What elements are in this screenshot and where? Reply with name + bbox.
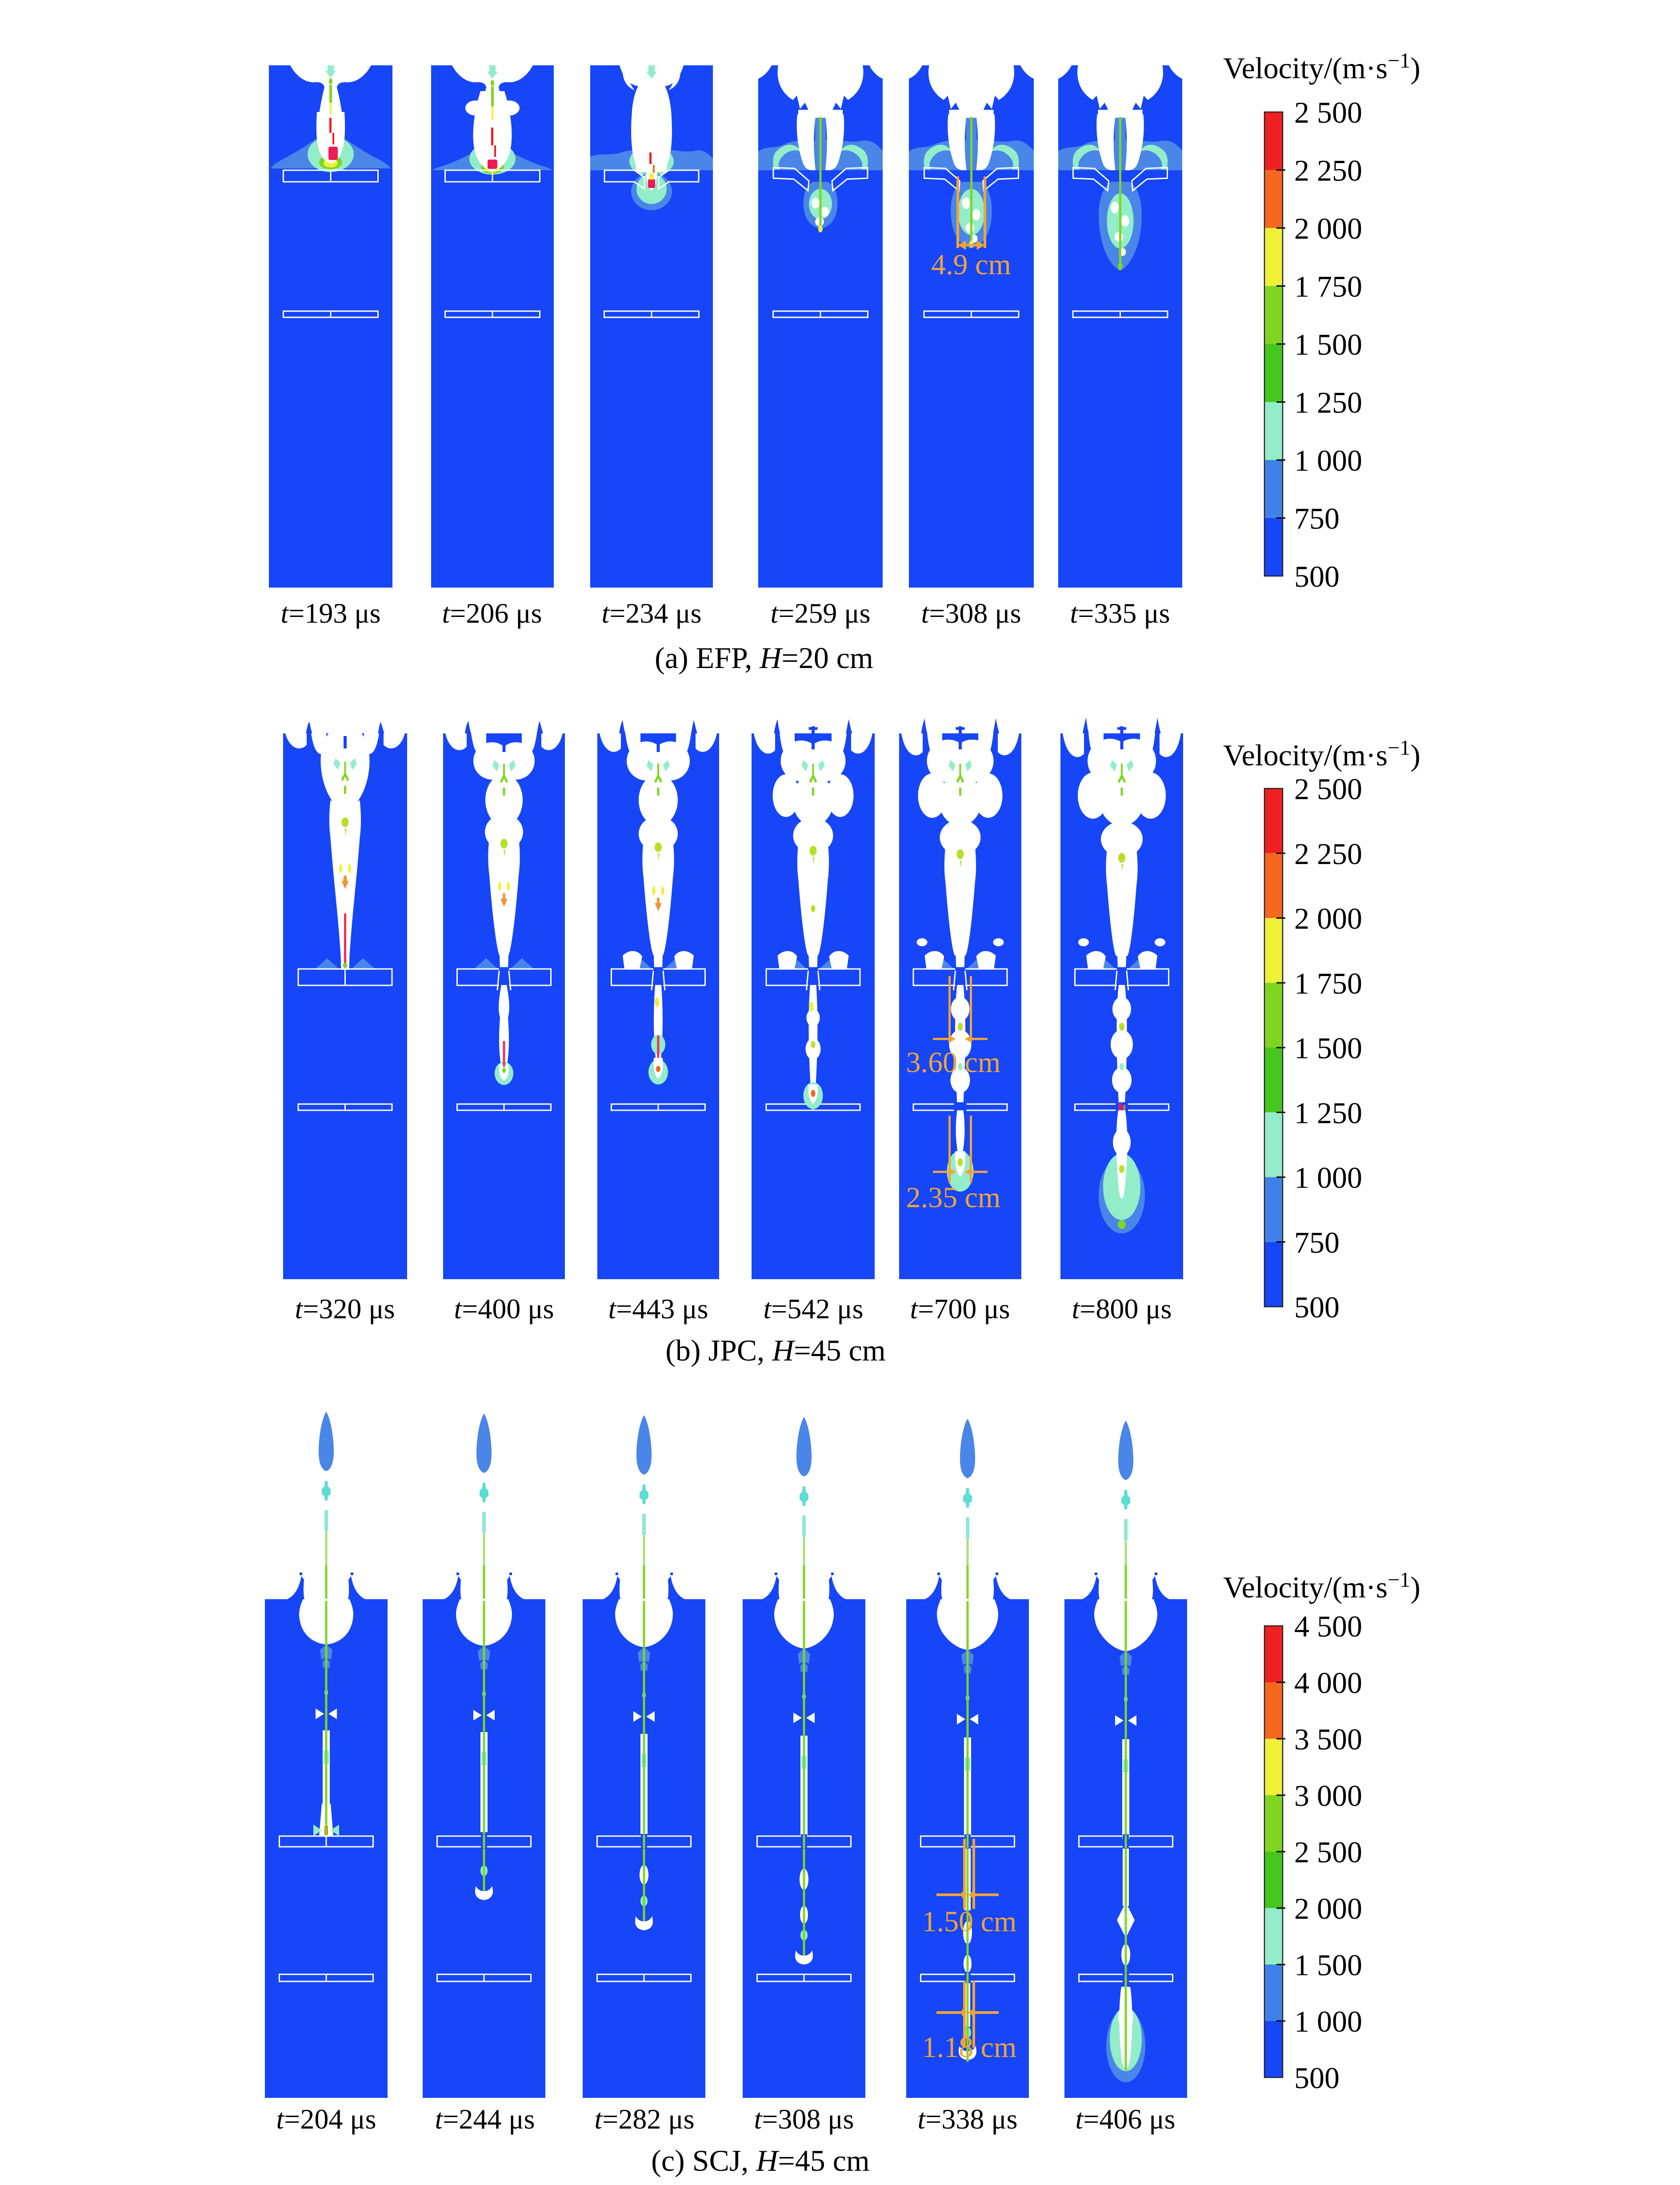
svg-text:t=335 μs: t=335 μs	[1070, 597, 1170, 629]
svg-text:t=542 μs: t=542 μs	[763, 1293, 863, 1325]
svg-text:(c) SCJ, H=45 cm: (c) SCJ, H=45 cm	[651, 2144, 870, 2177]
svg-text:1 000: 1 000	[1294, 2005, 1362, 2038]
svg-text:1.50 cm: 1.50 cm	[922, 1905, 1017, 1938]
svg-text:2 000: 2 000	[1294, 902, 1362, 936]
svg-text:1 000: 1 000	[1294, 444, 1362, 477]
svg-text:2 500: 2 500	[1294, 1835, 1362, 1869]
svg-text:t=234 μs: t=234 μs	[601, 597, 701, 629]
svg-text:2 000: 2 000	[1294, 1892, 1362, 1925]
svg-text:4.9 cm: 4.9 cm	[931, 248, 1011, 281]
svg-text:t=193 μs: t=193 μs	[280, 597, 380, 629]
svg-text:500: 500	[1294, 2061, 1340, 2095]
svg-text:t=443 μs: t=443 μs	[608, 1293, 708, 1325]
svg-text:2 500: 2 500	[1294, 96, 1362, 129]
svg-text:2 250: 2 250	[1294, 154, 1362, 188]
svg-text:t=800 μs: t=800 μs	[1072, 1293, 1172, 1325]
svg-text:t=204 μs: t=204 μs	[276, 2103, 376, 2135]
svg-text:1 500: 1 500	[1294, 328, 1362, 361]
svg-text:2.35 cm: 2.35 cm	[906, 1181, 1001, 1214]
svg-text:1 250: 1 250	[1294, 386, 1362, 420]
svg-text:2 000: 2 000	[1294, 212, 1362, 245]
svg-text:1 750: 1 750	[1294, 270, 1362, 304]
svg-text:Velocity/(m·s−1): Velocity/(m·s−1)	[1223, 1568, 1420, 1604]
svg-text:1 500: 1 500	[1294, 1031, 1362, 1065]
svg-text:500: 500	[1294, 560, 1340, 593]
svg-text:500: 500	[1294, 1290, 1340, 1324]
svg-text:t=259 μs: t=259 μs	[770, 597, 870, 629]
svg-text:Velocity/(m·s−1): Velocity/(m·s−1)	[1223, 49, 1420, 85]
svg-text:t=400 μs: t=400 μs	[454, 1293, 554, 1325]
svg-text:t=244 μs: t=244 μs	[435, 2103, 535, 2135]
svg-text:1 000: 1 000	[1294, 1161, 1362, 1195]
svg-text:1 250: 1 250	[1294, 1096, 1362, 1130]
svg-text:t=700 μs: t=700 μs	[910, 1293, 1010, 1325]
svg-text:750: 750	[1294, 1225, 1340, 1259]
svg-text:3 500: 3 500	[1294, 1722, 1362, 1756]
svg-text:t=406 μs: t=406 μs	[1075, 2103, 1175, 2135]
svg-text:750: 750	[1294, 502, 1340, 536]
svg-text:t=206 μs: t=206 μs	[442, 597, 542, 629]
svg-text:t=282 μs: t=282 μs	[594, 2103, 694, 2135]
svg-text:t=338 μs: t=338 μs	[917, 2103, 1017, 2135]
svg-text:4 000: 4 000	[1294, 1666, 1362, 1700]
svg-text:1.18 cm: 1.18 cm	[922, 2031, 1017, 2064]
svg-text:t=320 μs: t=320 μs	[295, 1293, 395, 1325]
svg-text:t=308 μs: t=308 μs	[921, 597, 1021, 629]
svg-text:(b) JPC, H=45 cm: (b) JPC, H=45 cm	[665, 1333, 885, 1367]
svg-text:3.60 cm: 3.60 cm	[906, 1046, 1001, 1079]
svg-text:2 250: 2 250	[1294, 837, 1362, 871]
svg-text:1 750: 1 750	[1294, 966, 1362, 1000]
svg-text:Velocity/(m·s−1): Velocity/(m·s−1)	[1223, 736, 1420, 772]
svg-text:1 500: 1 500	[1294, 1948, 1362, 1982]
svg-text:(a) EFP, H=20 cm: (a) EFP, H=20 cm	[655, 641, 873, 675]
svg-text:4 500: 4 500	[1294, 1609, 1362, 1643]
svg-text:2 500: 2 500	[1294, 772, 1362, 806]
svg-text:t=308 μs: t=308 μs	[754, 2103, 854, 2135]
svg-text:3 000: 3 000	[1294, 1779, 1362, 1813]
